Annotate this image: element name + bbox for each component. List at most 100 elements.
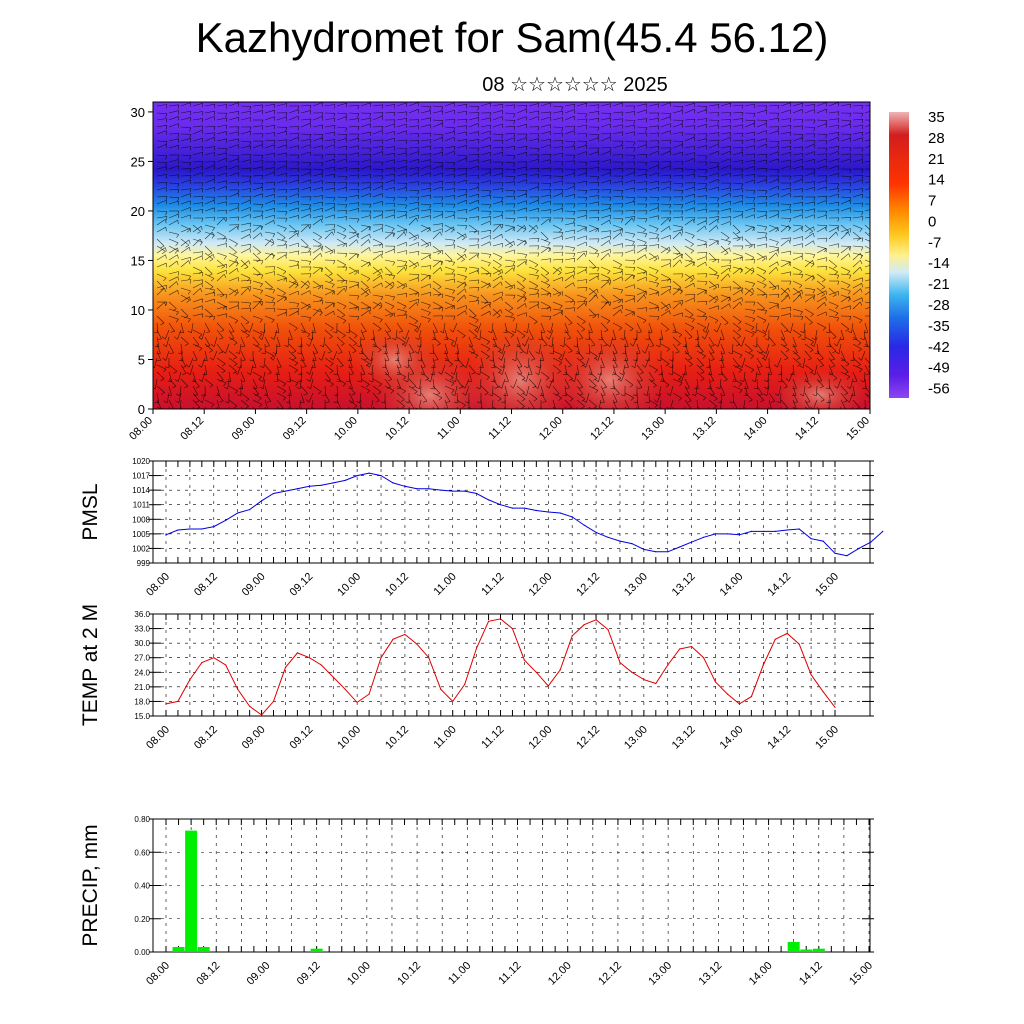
wind-barb-flag <box>825 134 828 139</box>
wind-barb-flag <box>837 132 840 137</box>
wind-barb-flag <box>821 279 826 283</box>
wind-barb-flag <box>226 152 228 157</box>
wind-barb-flag <box>801 316 804 321</box>
wind-barb <box>768 105 780 107</box>
wind-barb-flag <box>537 182 540 187</box>
wind-barb <box>288 115 299 121</box>
wind-barb-flag <box>356 239 359 244</box>
wind-barb <box>564 172 575 177</box>
wind-barb-flag <box>429 139 432 144</box>
wind-barb-flag <box>463 249 467 253</box>
wind-barb <box>756 231 767 234</box>
wind-barb <box>684 357 693 365</box>
wind-barb <box>456 378 463 388</box>
wind-barb <box>492 308 501 316</box>
wind-barb <box>780 378 788 387</box>
wind-barb <box>720 187 731 191</box>
wind-barb-flag <box>874 120 875 124</box>
wind-barb-flag <box>837 217 840 222</box>
wind-barb <box>492 188 503 191</box>
wind-barb-flag <box>378 306 383 310</box>
wind-barb <box>444 136 455 142</box>
wind-barb <box>420 283 431 289</box>
wind-barb-flag <box>201 146 204 151</box>
wind-barb <box>336 343 343 353</box>
wind-barb-flag <box>789 262 791 267</box>
wind-barb <box>540 266 550 274</box>
wind-barb-flag <box>777 169 780 174</box>
wind-barb-flag <box>356 253 359 258</box>
wind-barb <box>564 125 575 128</box>
wind-barb-flag <box>570 299 574 303</box>
wind-barb <box>455 371 458 382</box>
wind-barb-flag <box>710 359 715 361</box>
wind-barb <box>228 225 238 233</box>
wind-barb <box>360 301 370 308</box>
wind-barb <box>744 350 754 357</box>
wind-barb-flag <box>382 250 384 256</box>
wind-barb <box>336 133 348 135</box>
wind-barb <box>432 392 443 398</box>
wind-barb-flag <box>849 113 852 118</box>
wind-barb <box>768 364 772 375</box>
wind-barb <box>348 167 360 170</box>
wind-barb-flag <box>295 284 299 289</box>
wind-barb-flag <box>513 203 516 208</box>
wind-barb-flag <box>705 316 708 321</box>
wind-barb-flag <box>309 162 312 167</box>
wind-barb <box>576 241 587 247</box>
wind-barb-flag <box>629 343 634 347</box>
wind-barb <box>852 237 863 240</box>
wind-barb <box>288 137 299 142</box>
wind-barb <box>192 161 204 163</box>
wind-barb <box>168 196 180 198</box>
wind-barb-flag <box>345 197 348 202</box>
wind-barb <box>324 187 335 191</box>
wind-barb-flag <box>573 267 576 272</box>
wind-barb <box>564 103 575 107</box>
wind-barb-flag <box>476 337 481 341</box>
wind-barb-flag <box>729 112 732 117</box>
wind-barb <box>240 145 251 149</box>
wind-barb <box>788 371 794 382</box>
wind-barb-flag <box>784 357 789 361</box>
wind-barb <box>588 378 597 387</box>
wind-barb <box>732 195 743 198</box>
wind-barb <box>708 104 719 107</box>
wind-barb <box>192 329 203 335</box>
wind-barb <box>696 182 708 184</box>
wind-barb <box>504 385 508 396</box>
wind-barb-flag <box>513 195 516 200</box>
wind-barb <box>540 200 551 205</box>
wind-barb-flag <box>282 271 287 275</box>
wind-barb <box>417 322 422 333</box>
wind-barb-flag <box>237 189 240 194</box>
wind-barb-flag <box>368 239 371 244</box>
wind-barb-flag <box>546 285 551 289</box>
wind-barb <box>396 242 407 247</box>
wind-barb <box>600 385 606 396</box>
wind-barb-flag <box>285 254 287 259</box>
wind-barb <box>456 288 465 296</box>
wind-barb <box>336 112 348 115</box>
wind-barb <box>840 153 851 156</box>
wind-barb-flag <box>476 387 481 390</box>
wind-barb <box>444 161 456 163</box>
wind-barb <box>768 151 779 156</box>
wind-barb <box>744 202 755 205</box>
wind-barb <box>765 343 770 354</box>
wind-barb <box>732 289 742 296</box>
wind-barb <box>588 252 600 254</box>
wind-barb-flag <box>574 229 576 234</box>
wind-barb <box>312 357 316 368</box>
wind-barb-flag <box>657 112 660 117</box>
wind-barb <box>480 180 491 184</box>
wind-barb <box>276 322 280 333</box>
wind-barb <box>837 378 842 389</box>
wind-barb <box>816 108 827 114</box>
wind-barb-flag <box>514 146 516 151</box>
wind-barb-flag <box>339 365 344 368</box>
wind-barb <box>552 311 563 317</box>
wind-barb <box>204 137 215 142</box>
wind-barb-flag <box>765 211 768 216</box>
